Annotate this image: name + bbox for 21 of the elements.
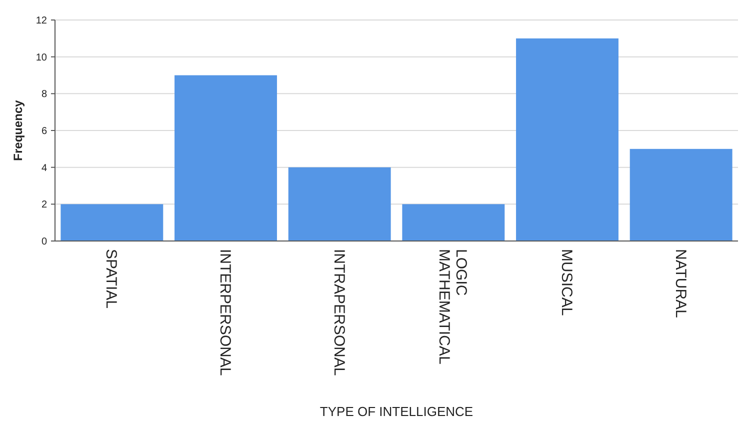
y-tick-label: 10 xyxy=(36,52,48,64)
bar xyxy=(288,167,391,241)
bar xyxy=(630,148,732,241)
y-tick-label: 8 xyxy=(41,89,48,100)
y-tick-label: 6 xyxy=(41,126,48,137)
x-tick-label: SPATIAL xyxy=(102,249,120,308)
x-axis-title: TYPE OF INTELLIGENCE xyxy=(320,404,474,419)
x-tick-label: MUSICAL xyxy=(558,249,575,316)
x-tick-label: INTERPERSONAL xyxy=(216,249,234,376)
y-tick-label: 12 xyxy=(36,16,48,26)
x-tick-label: MATHEMATICAL LOGIC xyxy=(436,249,470,364)
x-tick-label: INTRAPERSONAL xyxy=(330,249,348,376)
bar xyxy=(174,75,277,241)
y-tick-label: 0 xyxy=(41,236,48,248)
bar xyxy=(60,204,164,241)
y-tick-label: 2 xyxy=(41,200,48,211)
y-axis-title: Frequency xyxy=(11,100,25,161)
x-tick-label: NATURAL xyxy=(672,249,689,318)
y-tick-label: 4 xyxy=(41,162,48,174)
bar xyxy=(402,204,505,241)
bar xyxy=(516,38,618,241)
